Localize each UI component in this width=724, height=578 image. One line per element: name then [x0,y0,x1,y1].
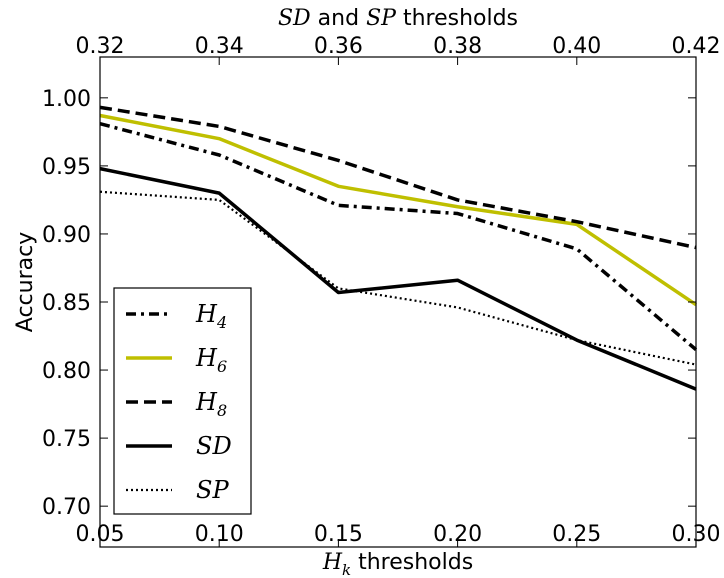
legend-label-sp: SP [196,476,229,504]
y-tick-label: 1.00 [42,87,91,112]
x-axis-title: Hk thresholds [322,550,473,578]
tick-layer: 0.05 0.10 0.15 0.20 0.25 0.30 0.32 0.34 0.36 0.38… [42,34,720,547]
series-line-h8 [99,105,697,250]
y-tick-label: 0.85 [42,291,91,316]
legend-label-h6: H6 [195,344,227,376]
x-tick-label: 0.10 [195,522,244,547]
x2-tick-label: 0.38 [433,34,482,59]
series-layer [99,105,698,391]
x2-axis-title: SD and SP thresholds [278,6,518,31]
y-tick-label: 0.95 [42,155,91,180]
y-axis-title: Accuracy [13,232,38,332]
x2-tick-label: 0.40 [552,34,601,59]
y-tick-label: 0.70 [42,495,91,520]
legend-label-sd: SD [196,432,232,460]
y-tick-label: 0.80 [42,359,91,384]
legend-label-h8: H8 [195,388,227,420]
x2-tick-label: 0.34 [195,34,244,59]
legend: H4 H6 H8 SD SP [113,287,252,515]
series-line-h4 [99,122,698,351]
x-tick-label: 0.25 [552,522,601,547]
x2-tick-label: 0.42 [672,34,721,59]
y-tick-label: 0.90 [42,223,91,248]
x-tick-label: 0.05 [76,522,125,547]
series-line-h6 [99,113,697,307]
x2-tick-label: 0.36 [314,34,363,59]
x-tick-label: 0.30 [672,522,721,547]
x-tick-label: 0.15 [314,522,363,547]
x-tick-label: 0.20 [433,522,482,547]
y-tick-label: 0.75 [42,427,91,452]
series-line-sd [99,166,697,391]
x2-tick-label: 0.32 [76,34,125,59]
legend-label-h4: H4 [195,300,227,332]
